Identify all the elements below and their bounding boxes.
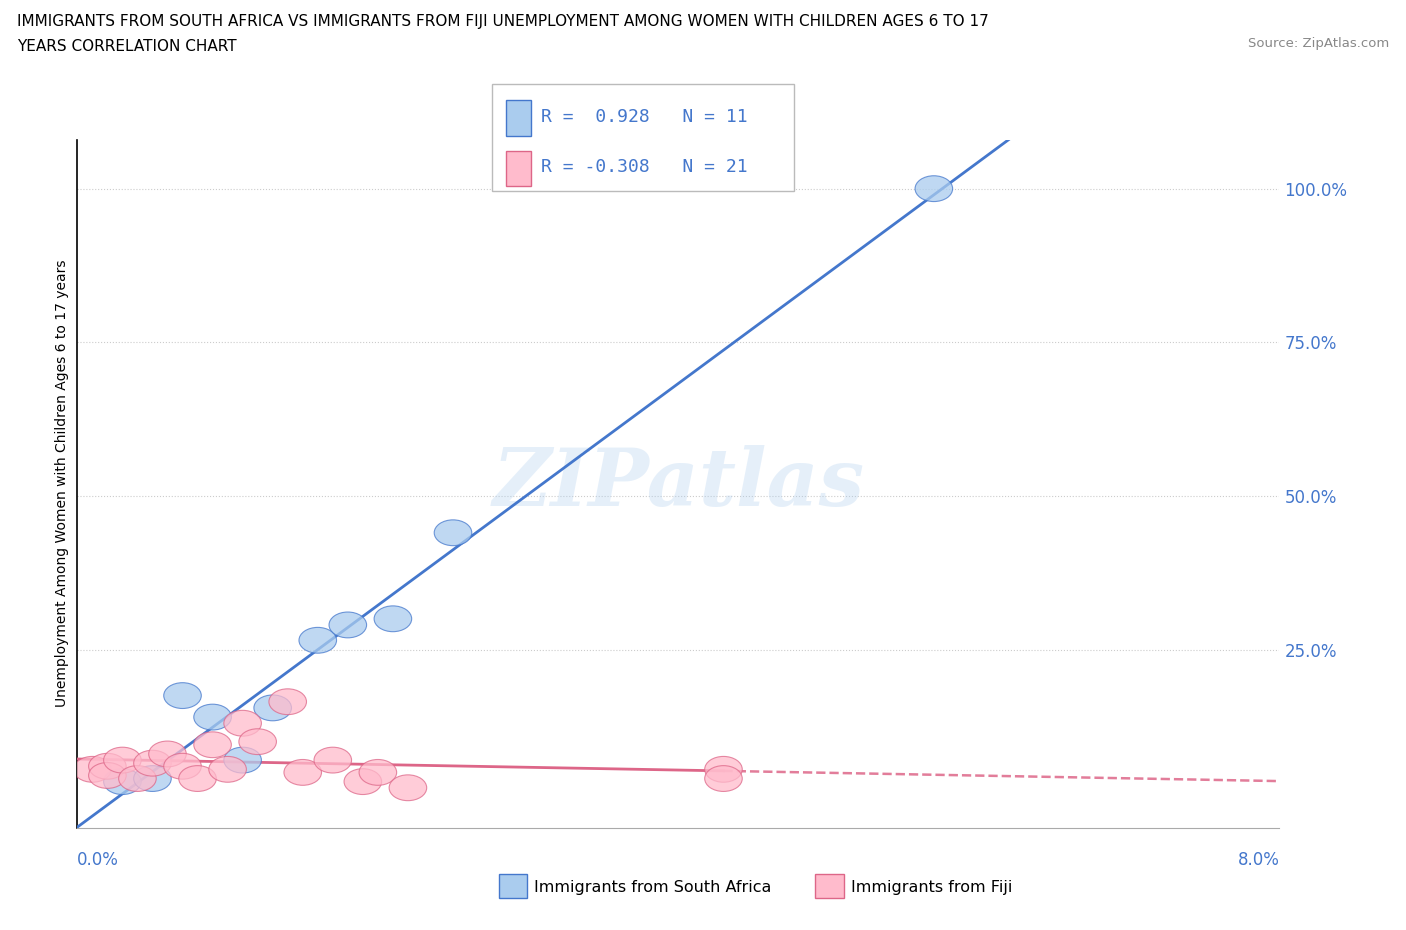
- Ellipse shape: [344, 769, 381, 794]
- Ellipse shape: [434, 520, 472, 546]
- Ellipse shape: [118, 765, 156, 791]
- Text: ZIPatlas: ZIPatlas: [492, 445, 865, 523]
- Ellipse shape: [704, 756, 742, 782]
- Ellipse shape: [224, 747, 262, 773]
- Text: R = -0.308   N = 21: R = -0.308 N = 21: [541, 158, 748, 177]
- Ellipse shape: [284, 760, 322, 785]
- Ellipse shape: [163, 683, 201, 709]
- Ellipse shape: [704, 765, 742, 791]
- Ellipse shape: [104, 747, 141, 773]
- Ellipse shape: [163, 753, 201, 779]
- Ellipse shape: [194, 732, 232, 758]
- Ellipse shape: [314, 747, 352, 773]
- Text: Immigrants from Fiji: Immigrants from Fiji: [851, 880, 1012, 895]
- Ellipse shape: [269, 689, 307, 714]
- Ellipse shape: [89, 763, 127, 789]
- Ellipse shape: [73, 756, 111, 782]
- Ellipse shape: [374, 605, 412, 631]
- Ellipse shape: [299, 628, 336, 653]
- Ellipse shape: [254, 695, 291, 721]
- Ellipse shape: [224, 711, 262, 737]
- Ellipse shape: [915, 176, 953, 202]
- Y-axis label: Unemployment Among Women with Children Ages 6 to 17 years: Unemployment Among Women with Children A…: [55, 259, 69, 708]
- Ellipse shape: [239, 729, 277, 754]
- Ellipse shape: [134, 751, 172, 776]
- Ellipse shape: [104, 769, 141, 794]
- Text: R =  0.928   N = 11: R = 0.928 N = 11: [541, 108, 748, 126]
- Ellipse shape: [329, 612, 367, 638]
- Ellipse shape: [194, 704, 232, 730]
- Ellipse shape: [149, 741, 186, 767]
- Text: 8.0%: 8.0%: [1237, 851, 1279, 869]
- Ellipse shape: [209, 756, 246, 782]
- Ellipse shape: [389, 775, 426, 801]
- Ellipse shape: [134, 765, 172, 791]
- Ellipse shape: [359, 760, 396, 785]
- Text: IMMIGRANTS FROM SOUTH AFRICA VS IMMIGRANTS FROM FIJI UNEMPLOYMENT AMONG WOMEN WI: IMMIGRANTS FROM SOUTH AFRICA VS IMMIGRAN…: [17, 14, 988, 29]
- Text: YEARS CORRELATION CHART: YEARS CORRELATION CHART: [17, 39, 236, 54]
- Text: Source: ZipAtlas.com: Source: ZipAtlas.com: [1249, 37, 1389, 50]
- Ellipse shape: [89, 753, 127, 779]
- Text: Immigrants from South Africa: Immigrants from South Africa: [534, 880, 772, 895]
- Text: 0.0%: 0.0%: [77, 851, 120, 869]
- Ellipse shape: [179, 765, 217, 791]
